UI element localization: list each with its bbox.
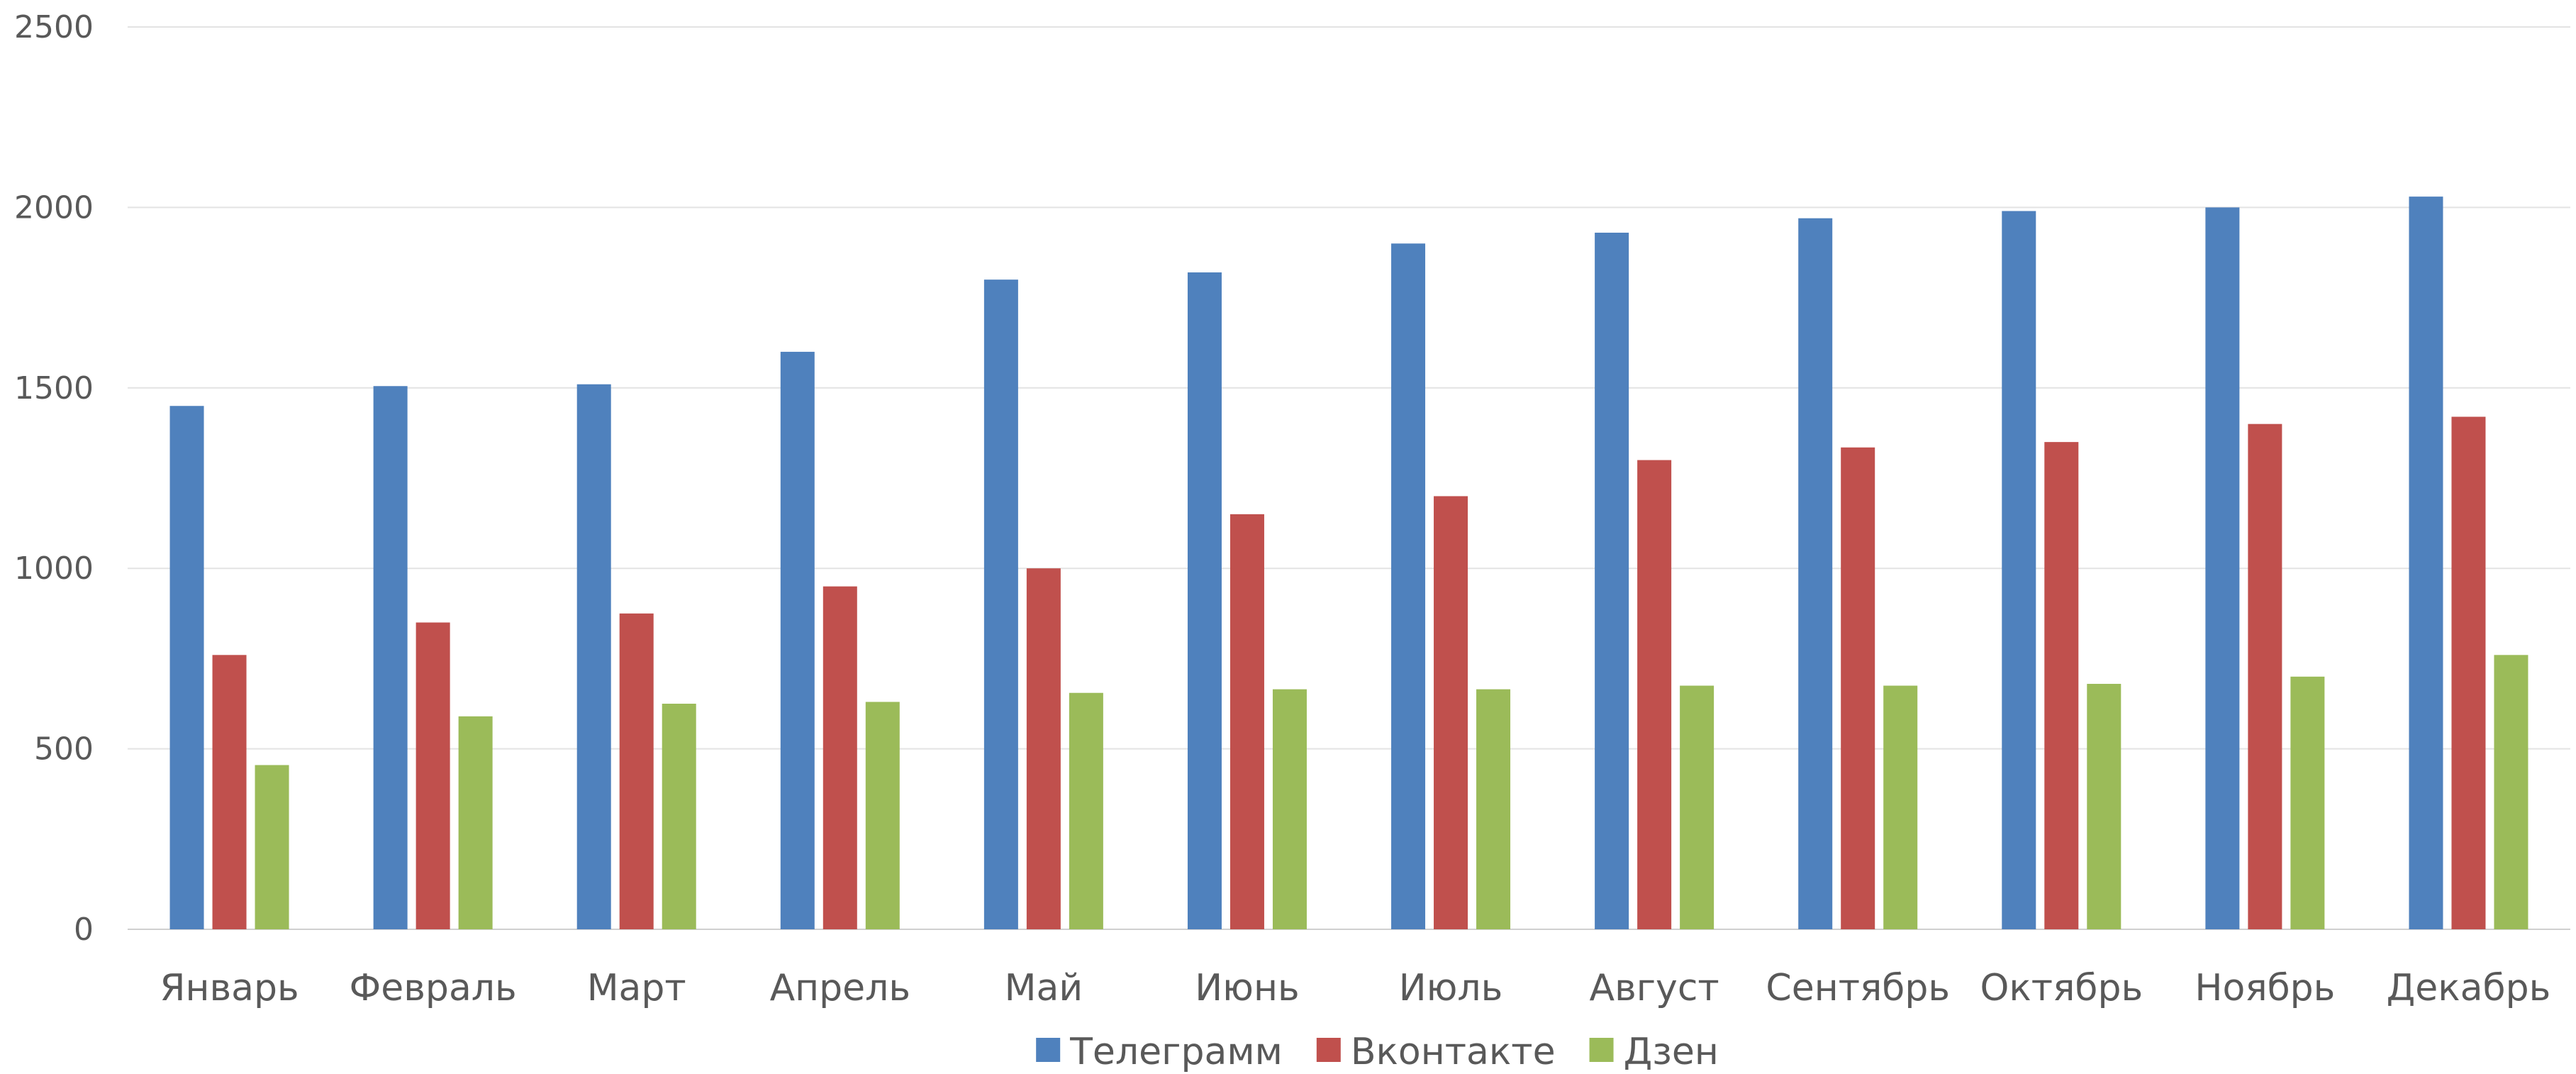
legend-label: Вконтакте [1351, 1031, 1556, 1073]
bar-2-7 [1434, 496, 1468, 929]
y-tick-label: 500 [34, 731, 94, 768]
bar-1-8 [1595, 233, 1629, 929]
bar-3-5 [1069, 692, 1103, 929]
bar-2-8 [1637, 460, 1672, 929]
bar-1-5 [983, 279, 1018, 929]
bar-3-10 [2087, 684, 2121, 929]
x-tick-label: Май [1005, 967, 1083, 1009]
y-tick-label: 0 [74, 912, 94, 948]
legend-swatch-2 [1316, 1038, 1341, 1062]
bar-1-6 [1187, 272, 1222, 929]
bar-1-4 [780, 351, 815, 929]
x-tick-label: Октябрь [1980, 967, 2143, 1009]
bar-3-3 [662, 704, 696, 929]
y-axis-ticks: 0 500 1000 1500 2000 2500 [14, 9, 94, 948]
bar-2-12 [2451, 416, 2486, 929]
y-tick-label: 1500 [14, 370, 94, 406]
bar-1-11 [2205, 207, 2240, 929]
bar-1-1 [169, 406, 204, 929]
bar-3-7 [1476, 689, 1511, 929]
legend-label: Телеграмм [1069, 1031, 1283, 1073]
x-tick-label: Декабрь [2387, 967, 2551, 1009]
bar-3-9 [1883, 685, 1918, 929]
bar-2-4 [823, 586, 857, 929]
bar-3-4 [865, 702, 900, 929]
bar-2-9 [1841, 447, 1875, 929]
x-tick-label: Июнь [1195, 967, 1299, 1009]
x-tick-label: Январь [160, 967, 299, 1009]
legend-swatch-3 [1589, 1038, 1614, 1062]
bar-1-7 [1391, 243, 1426, 929]
bar-2-5 [1026, 568, 1061, 929]
gridlines [128, 26, 2570, 930]
bar-2-11 [2248, 423, 2282, 929]
x-tick-label: Сентябрь [1766, 967, 1950, 1009]
legend-swatch-1 [1036, 1038, 1061, 1062]
x-tick-label: Март [587, 967, 686, 1009]
bar-2-10 [2044, 442, 2079, 929]
bar-1-10 [2002, 211, 2036, 929]
y-tick-label: 2500 [14, 9, 94, 45]
bar-2-6 [1230, 514, 1264, 929]
bar-3-12 [2494, 655, 2528, 929]
bar-1-9 [1798, 218, 1833, 929]
legend-label: Дзен [1624, 1031, 1719, 1073]
bar-1-2 [373, 386, 408, 929]
x-tick-label: Июль [1399, 967, 1503, 1009]
x-tick-label: Август [1590, 967, 1719, 1009]
bar-2-3 [619, 613, 654, 929]
x-tick-label: Апрель [770, 967, 910, 1009]
x-axis-labels: Январь Февраль Март Апрель Май Июнь Июль Август… [160, 967, 2550, 1009]
bar-3-2 [458, 716, 493, 929]
y-tick-label: 1000 [14, 550, 94, 587]
bar-1-3 [576, 384, 611, 929]
bar-1-12 [2409, 196, 2443, 929]
bar-3-6 [1272, 689, 1307, 929]
bar-3-8 [1680, 685, 1714, 929]
bar-2-1 [212, 655, 247, 929]
bar-2-2 [416, 622, 450, 929]
bar-3-1 [255, 765, 289, 929]
legend: Телеграмм Вконтакте Дзен [1036, 1031, 1719, 1073]
x-tick-label: Февраль [350, 967, 517, 1009]
bar-3-11 [2290, 676, 2325, 929]
bars [169, 196, 2528, 929]
y-tick-label: 2000 [14, 189, 94, 226]
x-tick-label: Ноябрь [2195, 967, 2335, 1009]
